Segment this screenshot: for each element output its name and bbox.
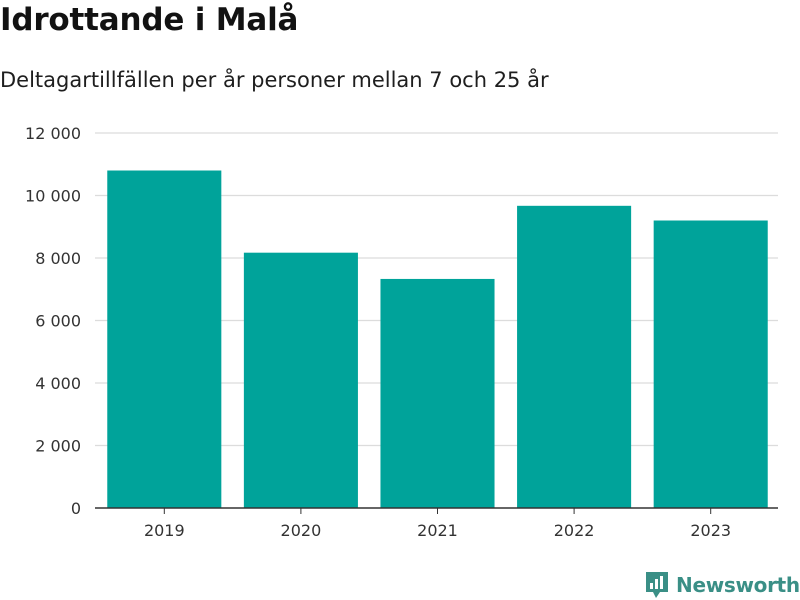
x-tick-label: 2022 — [554, 521, 595, 540]
y-tick-label: 0 — [71, 499, 81, 518]
logo-text: Newsworthy — [676, 573, 800, 597]
y-tick-label: 10 000 — [25, 187, 81, 206]
newsworthy-bar-chart-icon — [646, 572, 668, 598]
bar — [380, 278, 495, 508]
y-tick-label: 2 000 — [35, 437, 81, 456]
bar — [107, 170, 222, 508]
chart-title: Idrottande i Malå — [0, 2, 299, 38]
y-tick-label: 8 000 — [35, 249, 81, 268]
x-tick-label: 2019 — [144, 521, 185, 540]
x-tick-label: 2023 — [690, 521, 731, 540]
x-tick-label: 2020 — [281, 521, 322, 540]
bar — [653, 220, 768, 508]
chart-subtitle: Deltagartillfällen per år personer mella… — [0, 68, 549, 92]
bar — [517, 205, 632, 508]
bar — [243, 252, 358, 508]
y-tick-label: 4 000 — [35, 374, 81, 393]
y-tick-label: 6 000 — [35, 312, 81, 331]
newsworthy-logo: Newsworthy — [644, 570, 800, 600]
x-tick-label: 2021 — [417, 521, 458, 540]
y-tick-label: 12 000 — [25, 124, 81, 143]
